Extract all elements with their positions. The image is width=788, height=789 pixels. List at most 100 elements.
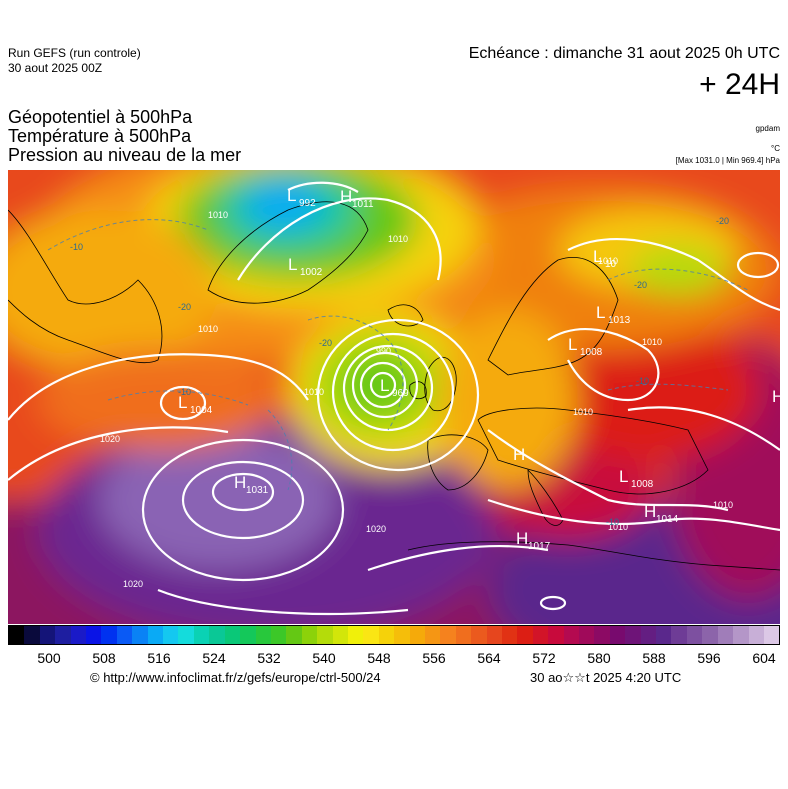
isobar-label: 990 [376, 346, 391, 356]
pressure-center-type: L [380, 376, 389, 395]
colorbar-swatch [240, 626, 256, 644]
pressure-center-value: 1013 [608, 315, 631, 326]
unit-temperature: °C [771, 144, 780, 153]
param-geopotential: Géopotentiel à 500hPa [8, 107, 193, 127]
pressure-center-value: 1008 [580, 347, 603, 358]
pressure-center-value: 1004 [190, 405, 213, 416]
param-temperature: Température à 500hPa [8, 126, 192, 146]
isobar-label: 1010 [642, 337, 662, 347]
isobar-label-layer: 1010 1020 1020 1020 1010 1010 1010 1010 … [100, 210, 733, 589]
pressure-center-type: L [593, 247, 602, 266]
pressure-max-min: [Max 1031.0 | Min 969.4] hPa [675, 156, 780, 165]
isotherm-label: -20 [319, 338, 332, 348]
parameter-list: Géopotentiel à 500hPa Température à 500h… [8, 108, 241, 165]
colorbar-swatch [55, 626, 71, 644]
colorbar-swatch [486, 626, 502, 644]
colorbar-swatch [548, 626, 564, 644]
weather-map: L 992 H 1011 L 1002 L 969 L 1004 H 1031 L 1008 L 1013 L 1… [8, 170, 780, 624]
isobar-label: 1010 [608, 522, 628, 532]
colorbar-tick: 572 [532, 650, 556, 666]
colorbar-swatch [163, 626, 179, 644]
high-pressure-center: H 1017 [516, 529, 551, 552]
pressure-center-value: 1002 [300, 267, 323, 278]
isotherm-label: -10 [606, 517, 619, 527]
high-pressure-center: H 1014 [644, 502, 679, 525]
colorbar-swatch [502, 626, 518, 644]
pressure-center-type: L [619, 467, 628, 486]
low-pressure-center: L 992 [287, 186, 316, 209]
colorbar-tick: 596 [697, 650, 721, 666]
run-title: Run GEFS (run controle) [8, 46, 141, 60]
colorbar-tick: 540 [312, 650, 336, 666]
isobar-label: 1010 [598, 256, 618, 266]
low-pressure-center: L 1013 [596, 303, 631, 326]
high-pressure-center: H [513, 445, 525, 464]
colorbar-tick: 604 [752, 650, 776, 666]
colorbar-swatch [748, 626, 764, 644]
colorbar-ticks: 500 508 516 524 532 540 548 556 564 572 … [8, 650, 780, 666]
low-pressure-center: L 969 [380, 376, 409, 399]
pressure-center-value: 10 [605, 259, 617, 270]
isobar-label: 1020 [100, 434, 120, 444]
colorbar-swatch [224, 626, 241, 644]
low-pressure-center: L 10 [593, 247, 617, 270]
colorbar-swatch [563, 626, 580, 644]
colorbar-swatch [440, 626, 456, 644]
colorbar-swatch [625, 626, 641, 644]
colorbar-swatch [702, 626, 718, 644]
colorbar-tick: 500 [37, 650, 61, 666]
colorbar-swatch [594, 626, 610, 644]
colorbar-swatch [763, 626, 780, 644]
isotherm-label-layer: -20 -20 -20 -20 -10 -10 -10 -10 [70, 216, 729, 527]
temperature-isotherms [47, 219, 749, 491]
isobar-label: 1010 [713, 500, 733, 510]
colorbar-swatch [455, 626, 472, 644]
high-pressure-center: H 1011 [340, 187, 374, 210]
colorbar-swatch [363, 626, 379, 644]
isotherm-label: -10 [636, 376, 649, 386]
colorbar-swatch [178, 626, 194, 644]
isobar-label: 1010 [304, 387, 324, 397]
colorbar-swatch [517, 626, 533, 644]
colorbar-tick: 556 [422, 650, 446, 666]
colorbar-swatch [39, 626, 56, 644]
colorbar-swatch [471, 626, 487, 644]
colorbar-swatch [132, 626, 148, 644]
pressure-center-value: 1031 [246, 485, 269, 496]
pressure-center-type: H [234, 473, 246, 492]
colorbar-swatch [532, 626, 549, 644]
colorbar-swatch [394, 626, 410, 644]
colorbar-tick: 580 [587, 650, 611, 666]
colorbar-swatch [347, 626, 364, 644]
colorbar-swatch [332, 626, 348, 644]
colorbar-swatch [86, 626, 102, 644]
colorbar-swatch [717, 626, 734, 644]
low-pressure-center: L 1004 [178, 393, 213, 416]
isotherm-label: -20 [634, 280, 647, 290]
pressure-center-type: L [288, 255, 297, 274]
colorbar-tick: 588 [642, 650, 666, 666]
high-pressure-center: H [772, 387, 780, 406]
colorbar-swatch [24, 626, 40, 644]
isobar-label: 1020 [366, 524, 386, 534]
isobar-label: 1010 [208, 210, 228, 220]
low-pressure-center: L 1008 [568, 335, 603, 358]
isotherm-label: -20 [178, 302, 191, 312]
isotherm-label: -10 [70, 242, 83, 252]
lead-time: + 24H [699, 68, 780, 101]
pressure-center-type: H [516, 529, 528, 548]
colorbar-tick: 508 [92, 650, 116, 666]
colorbar-tick: 564 [477, 650, 501, 666]
colorbar-swatch [70, 626, 87, 644]
colorbar-swatch [116, 626, 133, 644]
pressure-center-value: 1014 [656, 514, 679, 525]
copyright-link[interactable]: © http://www.infoclimat.fr/z/gefs/europe… [90, 670, 381, 685]
pressure-center-type: H [513, 445, 525, 464]
isotherm-label: -10 [178, 387, 191, 397]
colorbar-swatch [286, 626, 302, 644]
pressure-center-type: L [287, 186, 296, 205]
colorbar-swatch [671, 626, 687, 644]
isobar-label: 1010 [198, 324, 218, 334]
high-pressure-center: H 1031 [234, 473, 269, 496]
